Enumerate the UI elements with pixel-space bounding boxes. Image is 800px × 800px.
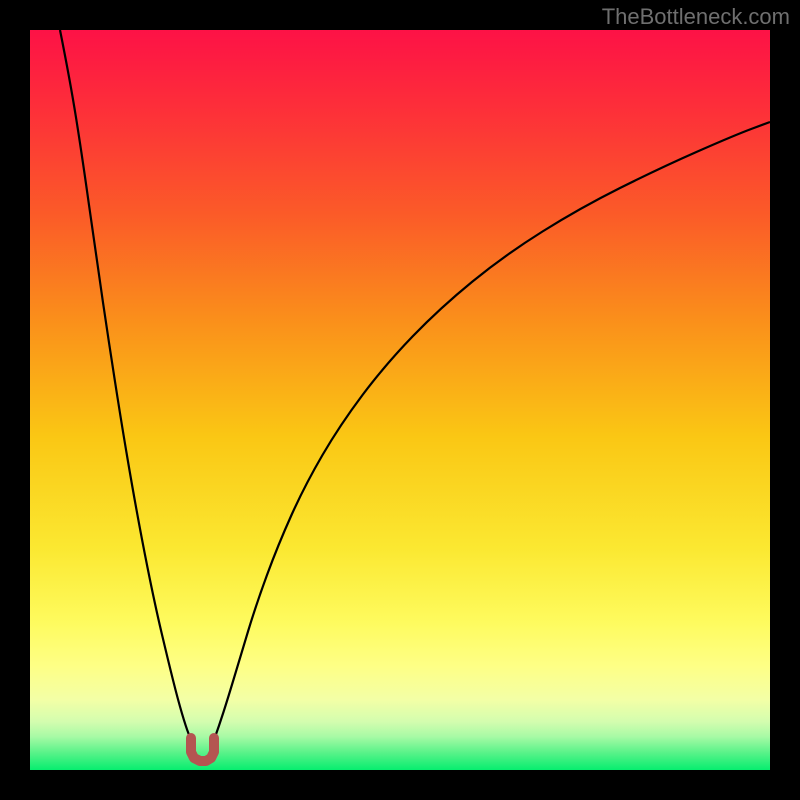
chart-background-gradient [30, 30, 770, 770]
watermark-text: TheBottleneck.com [602, 4, 790, 30]
chart-container: TheBottleneck.com [0, 0, 800, 800]
bottleneck-chart [0, 0, 800, 800]
